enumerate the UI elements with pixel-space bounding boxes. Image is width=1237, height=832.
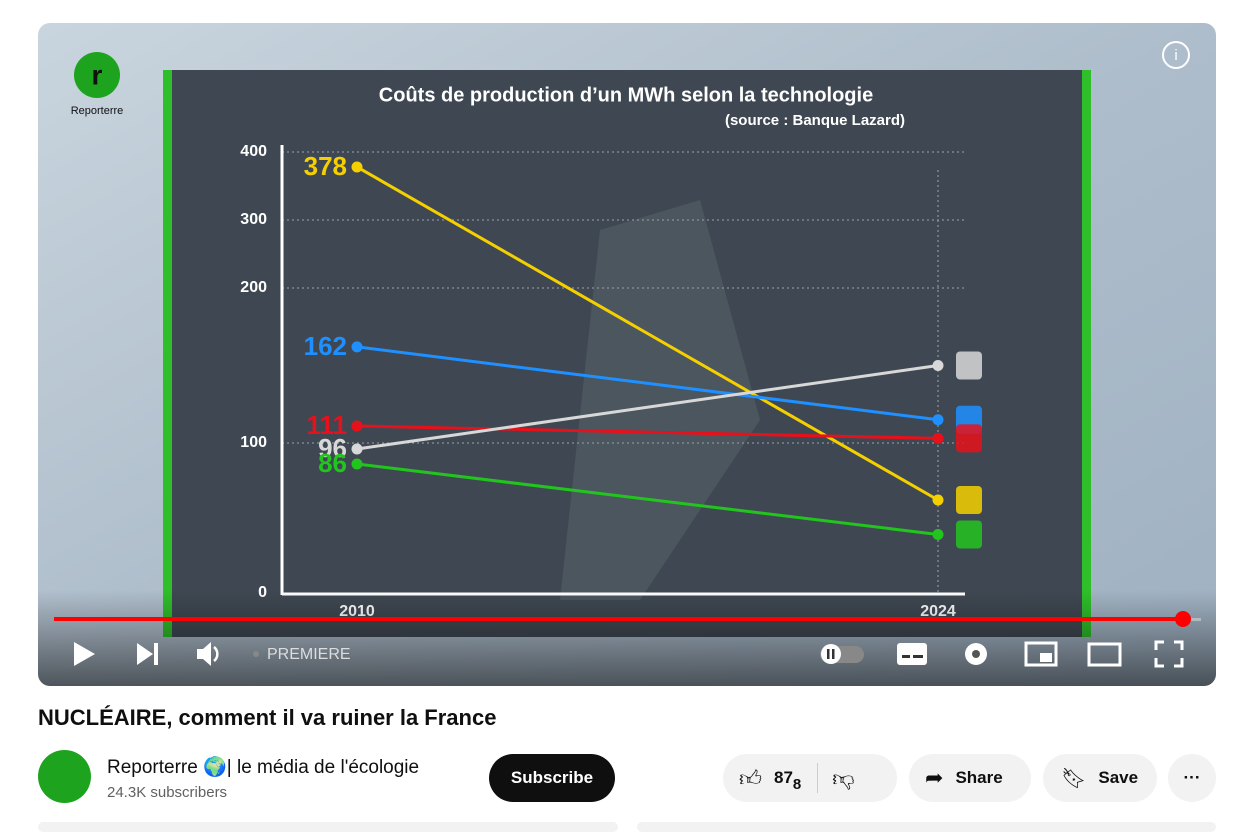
data-label: 86 xyxy=(318,448,347,478)
logo-text: Reporterre xyxy=(71,105,124,117)
data-point xyxy=(351,341,363,353)
like-count[interactable]: 87 xyxy=(774,768,793,787)
premiere-badge: PREMIERE xyxy=(267,646,351,663)
subscriber-count: 24.3K subscribers xyxy=(107,784,228,801)
channel-logo xyxy=(74,52,120,98)
data-point xyxy=(932,494,944,506)
video-frame: r Reporterre i Coûts de production d’un … xyxy=(38,23,1216,686)
data-label: 378 xyxy=(304,151,347,181)
series-line xyxy=(356,462,939,536)
technology-icon xyxy=(956,486,982,514)
data-point xyxy=(932,360,944,371)
dislike-icon[interactable]: 👎︎ xyxy=(832,765,855,791)
series-line xyxy=(356,165,939,502)
technology-icon xyxy=(956,424,982,453)
progress-bar xyxy=(54,617,1183,621)
theater-button[interactable] xyxy=(1087,642,1122,667)
data-label: 96 xyxy=(318,433,347,463)
controls-gradient xyxy=(38,590,1216,686)
like-dislike: 👍︎ 87 8 👎︎ xyxy=(723,754,897,802)
data-label: 111 xyxy=(306,410,347,440)
subscribe-button[interactable]: Subscribe xyxy=(489,754,615,802)
technology-icon xyxy=(956,351,982,380)
chat-box xyxy=(637,822,1216,832)
series-line xyxy=(356,345,939,422)
channel-name[interactable]: Reporterre 🌍| le média de l'écologie xyxy=(107,757,420,778)
data-point xyxy=(351,161,363,173)
autoplay-toggle[interactable] xyxy=(820,644,864,664)
data-point xyxy=(932,432,944,444)
series-line xyxy=(356,364,939,451)
turbine-shadow xyxy=(560,200,760,600)
next-button[interactable] xyxy=(137,643,158,665)
subtitles-button[interactable] xyxy=(897,643,927,665)
divider xyxy=(817,763,819,793)
panel-border xyxy=(1082,70,1091,637)
channel-avatar[interactable] xyxy=(38,750,91,803)
y-tick-label: 100 xyxy=(240,434,267,451)
data-point xyxy=(932,529,944,540)
video-title: NUCLÉAIRE, comment il va ruiner la Franc… xyxy=(38,705,497,730)
data-point xyxy=(351,458,363,470)
save-label: Save xyxy=(1098,768,1139,787)
data-point xyxy=(351,420,363,432)
info-glyph: i xyxy=(1174,47,1177,64)
series-line xyxy=(356,424,939,440)
more-button[interactable]: ··· xyxy=(1168,754,1216,802)
y-tick-label: 400 xyxy=(240,143,267,160)
volume-button[interactable] xyxy=(197,642,219,666)
share-label: Share xyxy=(955,768,1003,787)
miniplayer-button[interactable] xyxy=(1024,641,1058,667)
progress-handle[interactable] xyxy=(1175,611,1191,627)
fullscreen-button[interactable] xyxy=(1154,640,1184,668)
live-dot xyxy=(253,651,259,657)
settings-button[interactable] xyxy=(965,643,987,665)
play-button[interactable] xyxy=(74,642,95,666)
share-button[interactable]: ➦ Share xyxy=(909,754,1031,802)
logo-glyph: r xyxy=(92,59,103,90)
description-box xyxy=(38,822,618,832)
data-point xyxy=(932,414,944,426)
data-point xyxy=(351,443,363,455)
panel-border xyxy=(163,70,172,637)
info-icon[interactable] xyxy=(1162,41,1190,69)
like-icon[interactable]: 👍︎ xyxy=(739,765,762,791)
like-count-rolling: 8 xyxy=(792,775,802,793)
video-player[interactable]: r Reporterre i Coûts de production d’un … xyxy=(38,23,1216,686)
y-tick-label: 200 xyxy=(240,279,267,296)
chart-subtitle: (source : Banque Lazard) xyxy=(725,112,905,129)
technology-icon xyxy=(956,520,982,549)
save-button[interactable]: 🔖︎ Save xyxy=(1043,754,1157,802)
y-tick-label: 300 xyxy=(240,211,267,228)
chart-title: Coûts de production d’un MWh selon la te… xyxy=(379,84,873,106)
data-label: 162 xyxy=(304,331,347,361)
